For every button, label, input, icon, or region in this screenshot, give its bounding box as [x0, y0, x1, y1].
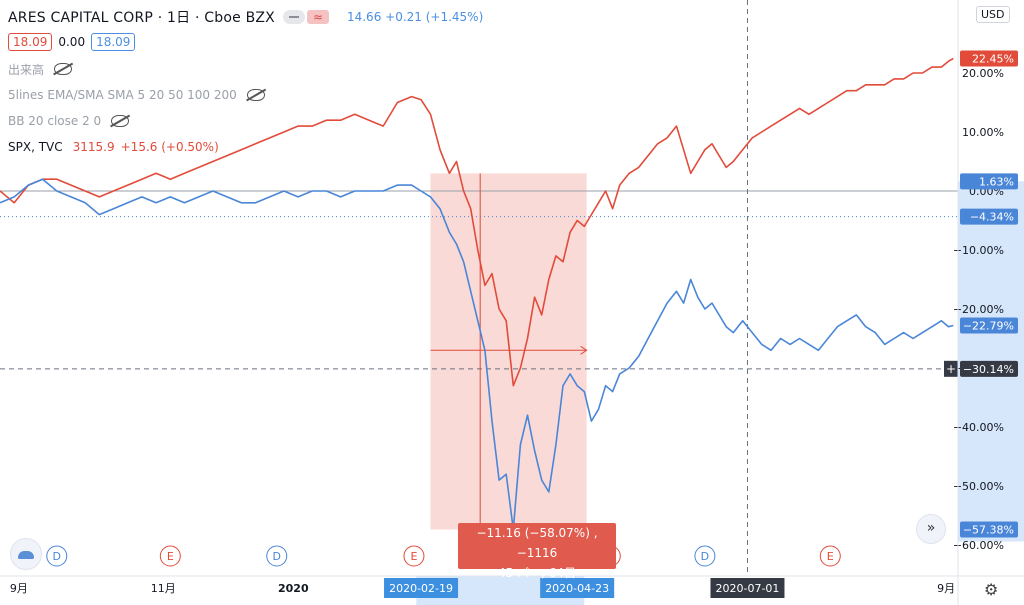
x-tick-label: 2020-04-23: [545, 582, 609, 595]
price-label: −4.34%: [970, 211, 1014, 224]
crosshair-plus-box: [944, 360, 958, 377]
y-tick-label: −40.00%: [953, 421, 1004, 434]
hidden-eye-icon[interactable]: [111, 115, 130, 127]
price-label-box: [960, 317, 1018, 334]
compare-symbol[interactable]: SPX, TVC: [8, 140, 63, 154]
price-change: 14.66 +0.21 (+1.45%): [346, 10, 484, 24]
time-label-box: [384, 578, 459, 598]
hidden-eye-icon[interactable]: [246, 89, 265, 101]
y-tick-label: −50.00%: [953, 480, 1004, 493]
event-marker-label: E: [410, 550, 417, 563]
collapse-icon[interactable]: [282, 10, 305, 24]
x-tick-label: 9月: [10, 582, 28, 595]
crosshair-plus-icon: +: [946, 362, 956, 376]
x-tick-label: 11月: [151, 582, 176, 595]
dividend-marker: [694, 545, 716, 567]
price-label: 22.45%: [972, 53, 1014, 66]
indicator-ema-sma[interactable]: 5lines EMA/SMA SMA 5 20 50 100 200: [8, 88, 237, 102]
price-label: 1.63%: [979, 175, 1014, 188]
price-label-box: [960, 208, 1018, 225]
price-label-box: [960, 50, 1018, 67]
x-tick-label: 2020-02-19: [389, 582, 453, 595]
price-label-box: [960, 173, 1018, 190]
indicator-bb[interactable]: BB 20 close 2 0: [8, 114, 102, 128]
price-label: −22.79%: [963, 319, 1014, 332]
event-marker-label: E: [827, 550, 834, 563]
scroll-to-latest-icon[interactable]: »: [916, 514, 946, 544]
earnings-marker: [159, 545, 181, 567]
tradingview-logo-icon[interactable]: [10, 538, 42, 570]
crosshair-label-box: [960, 360, 1018, 377]
crosshair-label: −30.14%: [963, 363, 1014, 376]
series-line-0: [0, 57, 954, 387]
measure-arrow: [580, 345, 588, 355]
measure-change: −11.16 (−58.07%) , −1116: [476, 526, 598, 560]
y-tick-label: −60.00%: [953, 539, 1004, 552]
dividend-marker: [266, 545, 288, 567]
time-label-box: [710, 578, 785, 598]
event-marker-label: E: [167, 550, 174, 563]
measure-tooltip: −11.16 (−58.07%) , −1116 45 バー, 64日: [458, 523, 616, 580]
compare-value: 3115.9: [72, 140, 115, 154]
price-label-box: [960, 521, 1018, 538]
time-label-box: [540, 578, 615, 598]
currency-label[interactable]: USD: [976, 6, 1010, 23]
measure-bars: 45 バー, 64日: [498, 566, 576, 580]
legend: ARES CAPITAL CORP · 1日 · Cboe BZX ≈ 14.6…: [8, 6, 483, 160]
ask-box[interactable]: 18.09: [91, 33, 136, 51]
settings-gear-icon[interactable]: ⚙: [984, 580, 999, 599]
y-tick-label: −10.00%: [953, 244, 1004, 257]
dividend-marker: [46, 545, 68, 567]
price-label: −57.38%: [963, 524, 1014, 537]
earnings-marker: [403, 545, 425, 567]
event-marker-label: D: [701, 550, 709, 563]
event-marker-label: D: [53, 550, 61, 563]
indicator-volume[interactable]: 出来高: [8, 62, 45, 77]
y-tick-label: 20.00%: [962, 67, 1004, 80]
spread-value: 0.00: [58, 35, 86, 49]
x-tick-label: 9月: [937, 582, 955, 595]
hidden-eye-icon[interactable]: [54, 63, 73, 75]
y-tick-label: 10.00%: [962, 126, 1004, 139]
event-marker-label: D: [273, 550, 281, 563]
y-tick-label: −20.00%: [953, 303, 1004, 316]
x-tick-label: 2020: [278, 582, 309, 595]
series-line-1: [0, 178, 954, 531]
bid-box[interactable]: 18.09: [8, 33, 53, 51]
compare-toggle-icon[interactable]: ≈: [306, 10, 329, 24]
measure-region: [430, 173, 587, 530]
earnings-marker: [819, 545, 841, 567]
compare-change: +15.6 (+0.50%): [120, 140, 219, 154]
x-tick-label: 2020-07-01: [716, 582, 780, 595]
symbol-title[interactable]: ARES CAPITAL CORP · 1日 · Cboe BZX: [8, 10, 275, 26]
